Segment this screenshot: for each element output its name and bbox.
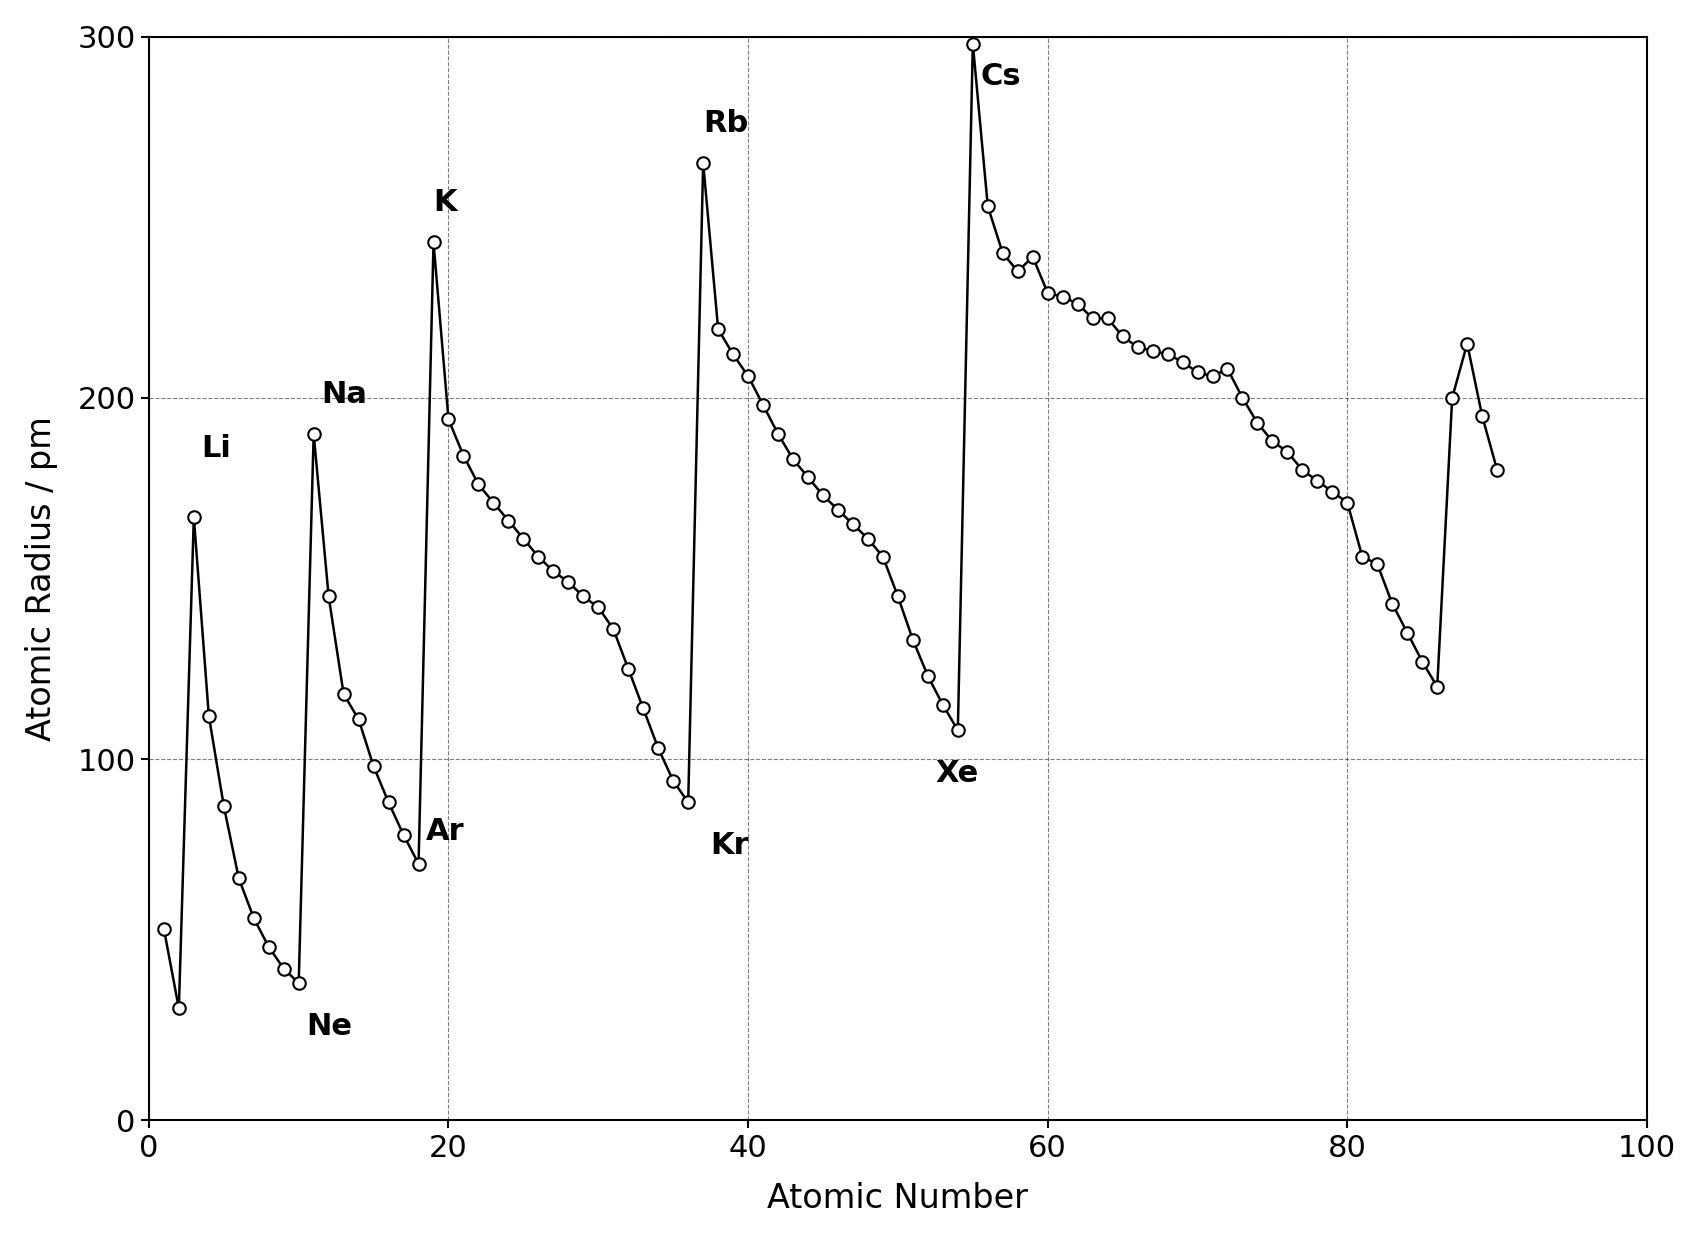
Y-axis label: Atomic Radius / pm: Atomic Radius / pm [26, 415, 58, 740]
Text: Cs: Cs [980, 62, 1021, 91]
Text: K: K [434, 188, 458, 217]
Text: Ne: Ne [306, 1012, 352, 1040]
Text: Na: Na [321, 379, 367, 409]
Text: Li: Li [201, 434, 231, 463]
Text: Kr: Kr [711, 831, 748, 861]
X-axis label: Atomic Number: Atomic Number [767, 1182, 1029, 1215]
Text: Rb: Rb [703, 109, 748, 138]
Text: Ar: Ar [425, 817, 464, 846]
Text: Xe: Xe [936, 759, 978, 787]
